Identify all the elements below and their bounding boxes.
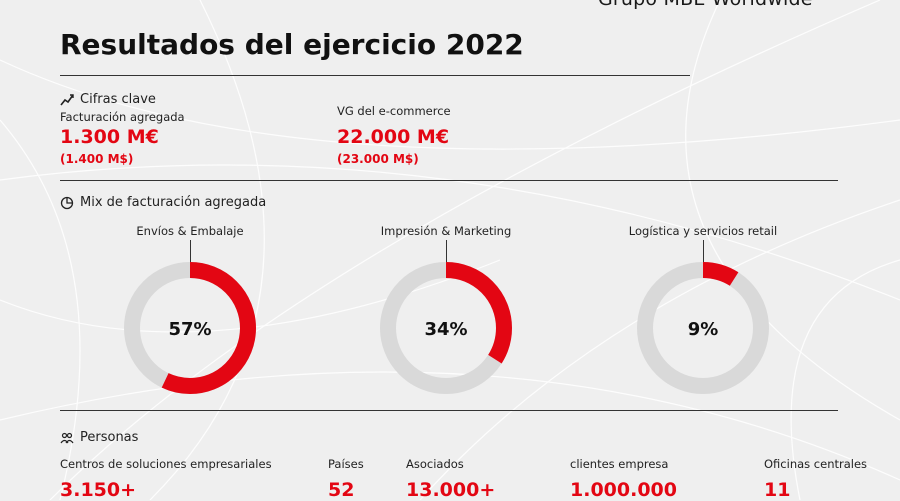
stat-value-offices: 11 xyxy=(764,479,791,501)
turnover-value: 1.300 M€ xyxy=(60,126,159,148)
donut-chart: 34% xyxy=(380,262,512,394)
stat-label-centers: Centros de soluciones empresariales xyxy=(60,457,272,471)
donut-leader-line xyxy=(703,240,704,264)
donut-label: Envíos & Embalaje xyxy=(136,224,244,238)
donut-label: Logística y servicios retail xyxy=(628,224,778,238)
donut-label: Impresión & Marketing xyxy=(380,224,512,238)
page-title: Resultados del ejercicio 2022 xyxy=(60,28,524,61)
stat-value-associates: 13.000+ xyxy=(406,479,496,501)
stat-value-countries: 52 xyxy=(328,479,355,501)
donut-arc xyxy=(637,262,769,394)
ecommerce-label: VG del e-commerce xyxy=(337,104,451,118)
people-heading-label: Personas xyxy=(80,430,139,445)
mix-heading: Mix de facturación agregada xyxy=(60,195,266,210)
donut-percent: 9% xyxy=(688,319,719,340)
people-heading: Personas xyxy=(60,430,138,445)
turnover-usd: (1.400 M$) xyxy=(60,152,134,166)
stat-label-countries: Países xyxy=(328,457,364,471)
stat-label-associates: Asociados xyxy=(406,457,464,471)
stat-label-offices: Oficinas centrales xyxy=(764,457,868,471)
donut-arc xyxy=(124,262,256,394)
turnover-label: Facturación agregada xyxy=(60,110,185,124)
ecommerce-usd: (23.000 M$) xyxy=(337,152,419,166)
donut-chart: 9% xyxy=(637,262,769,394)
mix-divider xyxy=(60,410,838,411)
stat-label-clients: clientes empresa xyxy=(570,457,669,471)
mix-heading-label: Mix de facturación agregada xyxy=(80,195,267,210)
donut-arc xyxy=(380,262,512,394)
key-figures-heading: Cifras clave xyxy=(60,92,156,107)
donut-percent: 57% xyxy=(168,319,211,340)
stat-value-clients: 1.000.000 xyxy=(570,479,677,501)
donut-chart: 57% xyxy=(124,262,256,394)
ecommerce-value: 22.000 M€ xyxy=(337,126,450,148)
key-figures-divider xyxy=(60,180,838,181)
pie-chart-icon xyxy=(60,196,74,209)
title-divider xyxy=(60,75,690,76)
donut-percent: 34% xyxy=(424,319,467,340)
donut-leader-line xyxy=(190,240,191,264)
people-icon xyxy=(60,432,74,443)
donut-leader-line xyxy=(446,240,447,264)
brand-name: Grupo MBE Worldwide xyxy=(598,0,813,10)
stat-value-centers: 3.150+ xyxy=(60,479,137,501)
key-figures-heading-label: Cifras clave xyxy=(80,92,156,107)
trend-line-icon xyxy=(60,93,74,105)
